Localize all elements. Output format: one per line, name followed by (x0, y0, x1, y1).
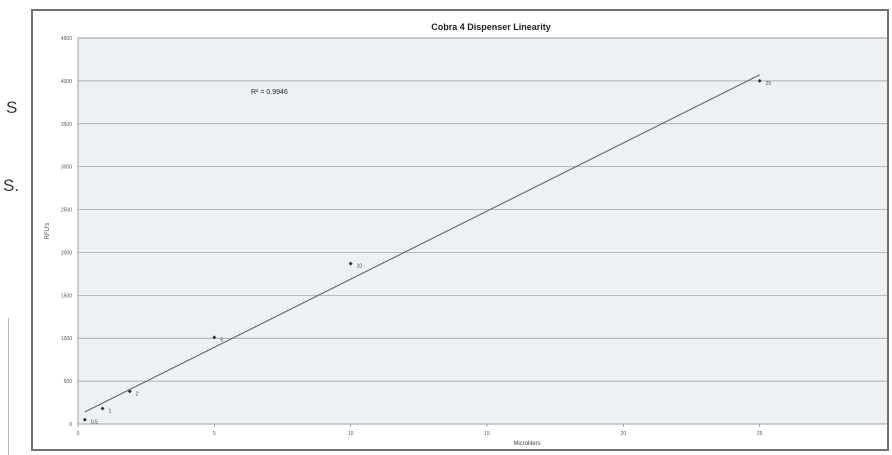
data-point-marker (348, 261, 353, 266)
data-point-label: 1 (109, 409, 112, 415)
y-tick-label: 0 (69, 422, 72, 428)
data-point-marker (127, 389, 132, 394)
x-tick-label: 0 (77, 431, 80, 437)
x-tick-label: 20 (621, 431, 627, 437)
data-point-label: 5 (220, 337, 223, 343)
y-tick-label: 1500 (61, 293, 72, 299)
data-point-marker (212, 335, 217, 340)
data-point-marker (82, 417, 87, 422)
page-side-text: S S. (0, 0, 30, 455)
x-tick-label: 15 (484, 431, 490, 437)
y-tick-label: 2000 (61, 250, 72, 256)
r-squared-annotation: R² = 0.9946 (251, 89, 288, 96)
x-tick-label: 25 (757, 431, 763, 437)
chart-title: Cobra 4 Dispenser Linearity (431, 22, 551, 32)
x-axis-label: Microliters (513, 441, 540, 447)
y-tick-label: 4000 (61, 79, 72, 85)
data-point-label: 0.5 (91, 420, 98, 426)
y-tick-label: 500 (64, 379, 73, 385)
trendline (84, 74, 760, 413)
y-tick-label: 3000 (61, 165, 72, 171)
page-divider (8, 318, 9, 455)
x-tick-label: 10 (348, 431, 354, 437)
x-tick-label: 5 (213, 431, 216, 437)
y-tick-label: 1000 (61, 336, 72, 342)
plot-area (77, 37, 887, 425)
y-tick-label: 3500 (61, 122, 72, 128)
y-tick-label: 4500 (61, 36, 72, 42)
y-tick-label: 2500 (61, 208, 72, 214)
page-text-fragment: S (6, 98, 18, 117)
data-point-label: 25 (766, 81, 772, 87)
data-point-marker (757, 78, 762, 83)
chart-container: 0 500 1000 1500 2000 2500 3000 3500 4000 4500 0 5 10… (31, 9, 889, 451)
data-point-label: 10 (357, 264, 363, 270)
data-point-label: 2 (136, 391, 139, 397)
y-axis-label: RFU's (45, 223, 51, 239)
data-point-marker (100, 406, 105, 411)
page-text-fragment: S. (3, 176, 20, 195)
